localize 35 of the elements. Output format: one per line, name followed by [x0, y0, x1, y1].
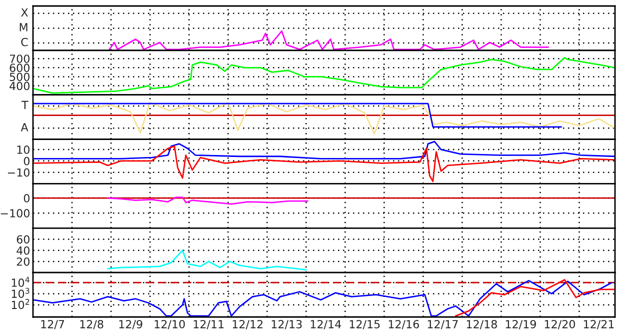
y-tick-label: 400: [10, 82, 30, 90]
y-tick-label: 60: [16, 235, 30, 244]
text: A: [20, 123, 28, 132]
y-tick-label: 20: [16, 257, 30, 266]
text: C: [21, 38, 28, 46]
x-tick-label: 12/19: [506, 320, 536, 330]
x-tick-label: 12/9: [119, 320, 142, 330]
y-tick-label: 10$^{3}$: [12, 288, 30, 298]
y-tick-label: −10: [8, 168, 30, 177]
x-tick-label: 12/18: [466, 320, 497, 330]
x-tick-label: 12/7: [41, 320, 64, 330]
x-tick-label: 12/14: [310, 320, 342, 330]
y-tick-label: −100: [0, 209, 30, 218]
x-tick-label: 12/16: [388, 320, 419, 330]
y-tick-label: 700: [10, 54, 30, 63]
y-tick-label: 600: [10, 64, 30, 72]
y-tick-label: 10: [17, 146, 30, 154]
text: X: [21, 8, 28, 16]
x-tick-label: 12/17: [428, 320, 458, 330]
y-tick-label: 10$^{2}$: [12, 298, 30, 310]
x-tick-label: 12/11: [194, 320, 224, 330]
y-tick-label: 0: [24, 194, 30, 202]
text: M: [20, 23, 28, 32]
x-tick-label: 12/12: [232, 320, 262, 330]
text: T: [22, 100, 28, 110]
x-tick-label: 12/10: [154, 320, 185, 330]
x-tick-label: 12/21: [584, 320, 614, 330]
y-tick-label: 40: [16, 246, 30, 255]
x-tick-label: 12/15: [350, 320, 380, 330]
x-tick-label: 12/20: [544, 320, 575, 330]
y-tick-label: 10$^{4}$: [12, 276, 30, 287]
x-tick-label: 12/13: [272, 320, 302, 330]
y-tick-label: 0: [24, 156, 30, 166]
x-tick-label: 12/8: [80, 320, 104, 330]
y-tick-label: 500: [10, 72, 30, 82]
